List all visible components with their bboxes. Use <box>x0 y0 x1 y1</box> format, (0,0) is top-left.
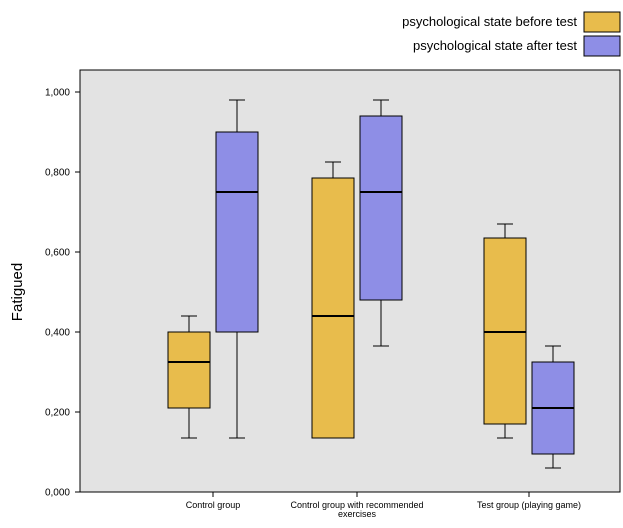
box-before-1 <box>311 161 355 439</box>
box-after-0 <box>215 99 259 439</box>
legend-label: psychological state after test <box>413 38 577 53</box>
y-tick-label: 1,000 <box>45 88 70 99</box>
box-series <box>167 99 575 469</box>
y-tick-label: 0,200 <box>45 408 70 419</box>
legend-swatch <box>583 11 621 33</box>
y-tick-label: 0,800 <box>45 168 70 179</box>
y-tick-label: 0,400 <box>45 328 70 339</box>
y-axis-title: Fatigued <box>9 263 26 321</box>
x-category-label: Control group with recommended <box>290 500 423 510</box>
box-iqr <box>311 177 355 439</box>
legend: psychological state before test psycholog… <box>402 11 621 57</box>
legend-label: psychological state before test <box>402 14 577 29</box>
box-iqr <box>215 131 259 333</box>
box-after-2 <box>531 345 575 469</box>
x-category-label: Test group (playing game) <box>477 500 581 510</box>
legend-swatch <box>583 35 621 57</box>
box-after-1 <box>359 99 403 347</box>
box-iqr <box>359 115 403 301</box>
x-category-label: exercises <box>338 509 377 519</box>
box-iqr <box>167 331 211 409</box>
axes: 0,000 0,200 0,400 0,600 0,800 1,000 Control gr… <box>45 88 581 520</box>
y-tick-label: 0,000 <box>45 488 70 499</box>
box-before-0 <box>167 315 211 439</box>
x-category-label: Control group <box>186 500 241 510</box>
y-tick-label: 0,600 <box>45 248 70 259</box>
box-before-2 <box>483 223 527 439</box>
